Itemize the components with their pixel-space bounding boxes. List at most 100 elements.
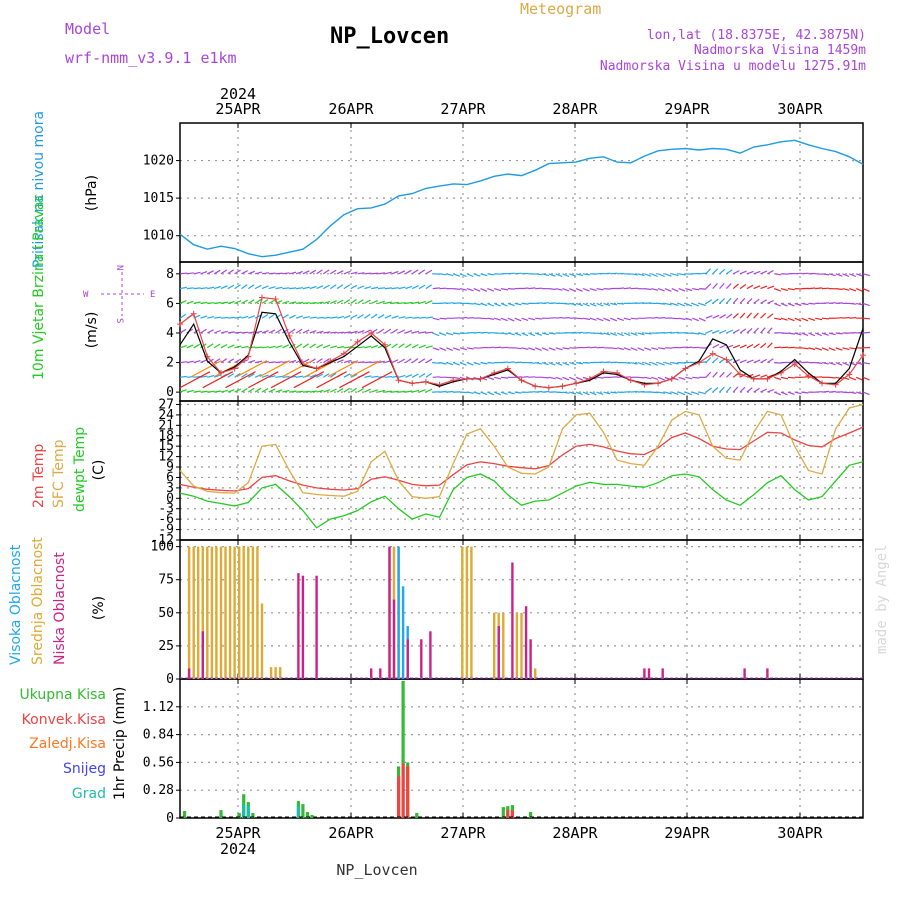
wind-side-label-1: 10m Vjetar Brzina i Pravac (31, 194, 47, 380)
wind-barb (801, 272, 809, 275)
wind-barb (773, 391, 781, 396)
wind-barb (507, 317, 515, 322)
wind-barb (261, 346, 269, 349)
mid-cloud-bar (274, 667, 277, 679)
wind-barb (259, 360, 290, 378)
wind-barb (254, 387, 262, 393)
wind-barb (855, 273, 864, 277)
wind-barb (364, 286, 372, 290)
wind-barb (384, 375, 392, 378)
wind-barb (179, 272, 188, 275)
wind-barb (849, 288, 857, 292)
wind-barb (466, 288, 474, 292)
wind-barb (657, 391, 666, 394)
wind-barb (725, 372, 732, 378)
wind-barb (316, 316, 324, 319)
wind-barb (487, 302, 495, 307)
wind-barb (255, 346, 263, 349)
wind-barb (760, 342, 767, 349)
wind-barb (364, 345, 372, 349)
wind-barb (630, 362, 638, 365)
wind-barb (282, 389, 290, 393)
wind-barb (364, 313, 371, 319)
graupel-bar (242, 804, 246, 818)
wind-barb (535, 362, 543, 365)
wind-barb (719, 329, 727, 334)
wind-barb (657, 362, 665, 366)
wind-barb (248, 315, 256, 319)
ytick-label: 15 (158, 439, 174, 454)
wind-barb (337, 331, 345, 334)
wind-barb (289, 287, 297, 290)
wind-barb (705, 357, 712, 364)
wind-barb (207, 390, 215, 393)
mid-cloud-bar (520, 612, 523, 679)
model-version: wrf-nmm_v3.9.1 e1km (65, 49, 237, 67)
wind-barb (514, 317, 522, 322)
wind-barb (569, 331, 577, 334)
wind-barb (200, 271, 208, 275)
wind-barb (289, 359, 297, 364)
wind-barb (569, 362, 577, 366)
wind-barb (562, 391, 570, 394)
wind-barb (452, 273, 461, 277)
wind-barb (821, 347, 829, 351)
wind-barb (398, 390, 406, 393)
wind-barb (705, 315, 713, 319)
wind-barb (309, 269, 317, 275)
xtick-label-top: 30APR (777, 100, 823, 118)
wind-barb (500, 317, 508, 322)
wind-barb (692, 317, 700, 322)
wind-barb (569, 376, 577, 381)
wind-barb (521, 317, 529, 321)
ytick-label: 1.12 (143, 700, 174, 715)
temp-side-label-2: SFC Temp (51, 439, 67, 508)
wind-barb (234, 269, 241, 275)
wind-barb (378, 287, 386, 290)
precip-legend-convective: Konvek.Kisa (22, 712, 106, 728)
wind-barb (569, 273, 577, 277)
wind-barb (446, 376, 454, 379)
wind-barb (500, 332, 508, 335)
wind-barb (746, 327, 753, 334)
graupel-bar (246, 806, 250, 818)
mid-cloud-bar (502, 612, 505, 679)
ytick-label: 75 (158, 573, 174, 588)
wind-barb (637, 376, 645, 379)
wind-barb (446, 362, 454, 366)
wind-barb (835, 376, 843, 380)
wind-barb (630, 317, 638, 320)
wind-barb (801, 332, 809, 336)
wind-barb (726, 329, 734, 334)
wind-barb (329, 269, 337, 275)
wind-barb (377, 300, 385, 304)
wind-barb (493, 302, 501, 307)
wind-barb (343, 284, 351, 290)
wind-barb (261, 285, 269, 290)
wind-barb (596, 391, 604, 395)
wind-barb (268, 272, 276, 275)
mid-cloud-bar (219, 546, 223, 679)
wind-barb (316, 269, 323, 275)
ytick-label: 3 (166, 481, 174, 496)
wind-barb (452, 347, 461, 351)
wind-barb (261, 330, 269, 334)
wind-barb (405, 269, 412, 275)
wind-barb (418, 373, 426, 378)
ytick-label: 0.56 (143, 755, 174, 770)
conv-precip-bar (397, 776, 401, 818)
wind-barb (446, 332, 454, 336)
wind-barb (493, 391, 501, 396)
mid-cloud-bar (224, 546, 227, 679)
wind-barb (562, 288, 570, 292)
wind-barb (658, 347, 666, 350)
wind-barb (651, 273, 658, 278)
wind-barb (794, 302, 802, 306)
wind-barb (555, 273, 563, 278)
compass-south: S (114, 318, 124, 323)
mid-cloud-bar (242, 546, 245, 679)
station-title: NP_Lovcen (330, 24, 449, 49)
wind-barb (357, 272, 365, 275)
wind-barb (350, 271, 358, 275)
wind-barb (671, 362, 679, 365)
